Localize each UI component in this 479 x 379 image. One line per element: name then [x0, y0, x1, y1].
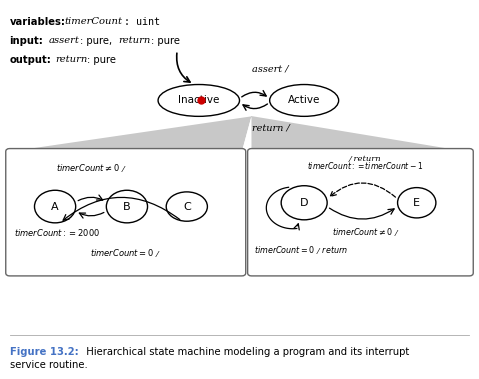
- Text: Active: Active: [288, 96, 320, 105]
- Text: : pure,: : pure,: [80, 36, 116, 46]
- Text: $timerCount \neq 0$ /: $timerCount \neq 0$ /: [332, 226, 400, 238]
- Text: Figure 13.2:: Figure 13.2:: [10, 347, 79, 357]
- Text: $timerCount := timerCount - 1$: $timerCount := timerCount - 1$: [307, 160, 423, 171]
- Text: service routine.: service routine.: [10, 360, 87, 370]
- FancyBboxPatch shape: [248, 149, 473, 276]
- Polygon shape: [242, 116, 251, 152]
- Ellipse shape: [398, 188, 436, 218]
- Text: output:: output:: [10, 55, 51, 65]
- Text: $timerCount := 2000$: $timerCount := 2000$: [14, 227, 101, 238]
- Text: C: C: [183, 202, 191, 211]
- Text: D: D: [300, 198, 308, 208]
- Ellipse shape: [166, 192, 207, 221]
- Text: / return: / return: [349, 155, 382, 163]
- Text: $timerCount = 0$ /: $timerCount = 0$ /: [90, 247, 161, 260]
- Text: A: A: [51, 202, 59, 211]
- Text: $timerCount = 0$ / $return$: $timerCount = 0$ / $return$: [254, 244, 348, 257]
- Ellipse shape: [106, 190, 148, 223]
- FancyBboxPatch shape: [6, 149, 246, 276]
- Text: : pure: : pure: [87, 55, 116, 65]
- Text: return: return: [56, 55, 88, 64]
- Text: Inactive: Inactive: [178, 96, 219, 105]
- Ellipse shape: [270, 85, 339, 116]
- Text: timerCount: timerCount: [65, 17, 123, 26]
- Ellipse shape: [158, 85, 240, 116]
- Text: : uint: : uint: [124, 17, 160, 27]
- Text: E: E: [413, 198, 420, 208]
- Text: variables:: variables:: [10, 17, 66, 27]
- Text: assert: assert: [49, 36, 80, 45]
- Text: return /: return /: [252, 124, 289, 133]
- Ellipse shape: [281, 186, 327, 220]
- Text: B: B: [123, 202, 131, 211]
- Text: : pure: : pure: [151, 36, 180, 46]
- Text: assert /: assert /: [252, 65, 289, 74]
- Text: $timerCount \neq 0$ /: $timerCount \neq 0$ /: [56, 162, 126, 174]
- Polygon shape: [10, 116, 251, 273]
- Text: input:: input:: [10, 36, 44, 46]
- Text: Hierarchical state machine modeling a program and its interrupt: Hierarchical state machine modeling a pr…: [80, 347, 410, 357]
- Text: return: return: [119, 36, 151, 45]
- Ellipse shape: [34, 190, 76, 223]
- Polygon shape: [251, 116, 469, 273]
